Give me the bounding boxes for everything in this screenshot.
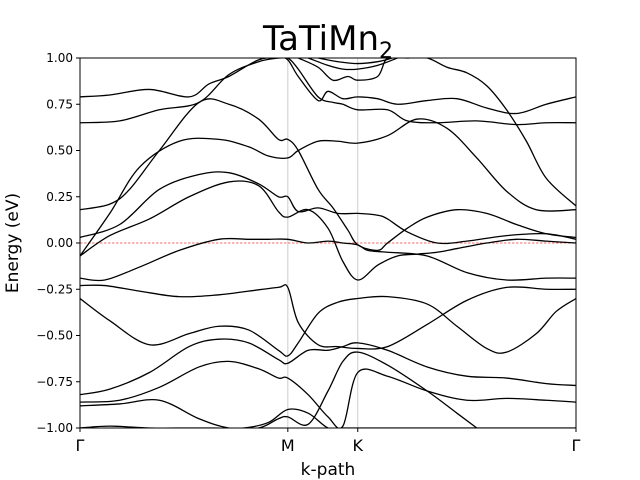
band-11 xyxy=(80,118,576,257)
band-16 xyxy=(317,58,393,65)
band-14 xyxy=(297,58,576,207)
kpoint-label-0: Γ xyxy=(76,436,85,455)
kpoint-label-3: Γ xyxy=(572,436,581,455)
band-curves xyxy=(80,58,576,428)
y-axis-ticks: −1.00 −0.75 −0.50 −0.25 0.00 0.25 0.50 0.75 1.00 xyxy=(36,51,80,435)
band-4 xyxy=(80,338,576,396)
band-2 xyxy=(80,351,478,428)
band-7 xyxy=(80,237,576,282)
y-tick-label: 0.25 xyxy=(46,190,73,204)
band-9 xyxy=(80,171,576,245)
band-10 xyxy=(80,98,576,252)
band-3 xyxy=(80,360,576,428)
y-axis-label: Energy (eV) xyxy=(3,193,23,293)
kpoint-label-1: M xyxy=(281,436,295,455)
y-tick-label: −1.00 xyxy=(36,421,73,435)
band-6 xyxy=(80,284,576,350)
y-tick-label: 0.75 xyxy=(46,97,73,111)
chart-title: TaTiMn2 xyxy=(262,19,393,64)
band-15 xyxy=(307,58,398,71)
band-13 xyxy=(80,58,576,115)
band-12 xyxy=(80,58,576,126)
band-5 xyxy=(80,295,576,357)
band-1 xyxy=(80,408,576,428)
y-tick-label: 0.50 xyxy=(46,144,73,158)
y-tick-label: 1.00 xyxy=(46,51,73,65)
y-tick-label: −0.75 xyxy=(36,375,73,389)
y-tick-label: −0.25 xyxy=(36,282,73,296)
y-tick-label: 0.00 xyxy=(46,236,73,250)
y-tick-label: −0.50 xyxy=(36,329,73,343)
band-8 xyxy=(80,180,576,281)
kpoint-label-2: K xyxy=(353,436,364,455)
x-axis-label: k-path xyxy=(301,460,356,480)
